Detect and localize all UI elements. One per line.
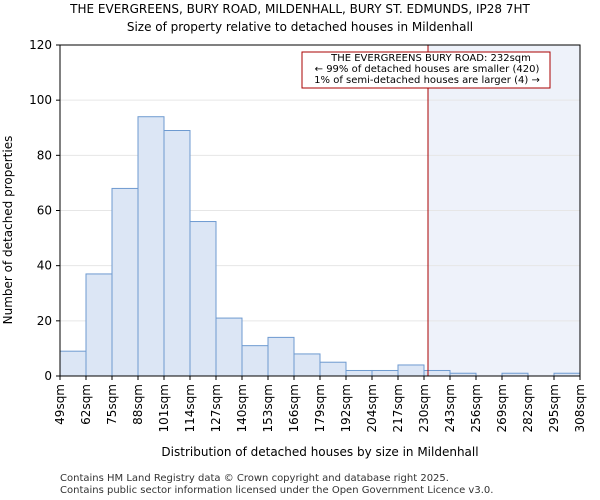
x-axis-label: Distribution of detached houses by size …	[161, 445, 478, 459]
marker-annotation: THE EVERGREENS BURY ROAD: 232sqm ← 99% o…	[301, 51, 551, 89]
x-tick-label: 88sqm	[131, 384, 145, 425]
x-tick-label: 230sqm	[417, 384, 431, 432]
x-tick-label: 256sqm	[469, 384, 483, 432]
x-tick-label: 127sqm	[209, 384, 223, 432]
y-tick-label: 60	[37, 204, 52, 218]
x-tick-label: 217sqm	[391, 384, 405, 432]
chart-subtitle: Size of property relative to detached ho…	[126, 20, 474, 34]
histogram-bar	[189, 221, 217, 377]
histogram-bar	[267, 336, 295, 377]
x-tick-label: 282sqm	[521, 384, 535, 432]
histogram-bar	[293, 353, 321, 377]
x-tick-label: 179sqm	[313, 384, 327, 432]
y-tick-label: 100	[29, 93, 52, 107]
histogram-bar	[397, 364, 425, 377]
x-tick-label: 101sqm	[157, 384, 171, 432]
annotation-line-2: ← 99% of detached houses are smaller (42…	[315, 64, 540, 75]
x-tick-label: 204sqm	[365, 384, 379, 432]
x-tick-label: 308sqm	[573, 384, 587, 432]
y-tick-label: 20	[37, 314, 52, 328]
x-tick-label: 166sqm	[287, 384, 301, 432]
histogram-bar	[241, 345, 269, 377]
histogram-bar	[137, 116, 165, 377]
annotation-line-3: 1% of semi-detached houses are larger (4…	[314, 75, 540, 86]
y-tick-label: 0	[44, 369, 52, 383]
annotation-box	[301, 51, 551, 89]
histogram-bar	[111, 187, 139, 377]
x-tick-label: 114sqm	[183, 384, 197, 432]
x-tick-label: 192sqm	[339, 384, 353, 432]
x-tick-label: 62sqm	[79, 384, 93, 425]
histogram-bar	[59, 350, 87, 377]
y-axis-label: Number of detached properties	[1, 136, 15, 325]
x-tick-label: 75sqm	[105, 384, 119, 425]
x-tick-label: 243sqm	[443, 384, 457, 432]
y-tick-label: 40	[37, 259, 52, 273]
footer-line-2: Contains public sector information licen…	[60, 485, 494, 496]
footer-line-1: Contains HM Land Registry data © Crown c…	[60, 473, 449, 484]
histogram-bar	[319, 361, 347, 377]
histogram-bar	[85, 273, 113, 377]
annotation-line-1: THE EVERGREENS BURY ROAD: 232sqm	[330, 53, 531, 64]
histogram-bar	[163, 130, 191, 377]
chart-title: THE EVERGREENS, BURY ROAD, MILDENHALL, B…	[70, 2, 530, 16]
histogram-bar	[371, 369, 399, 377]
x-tick-label: 269sqm	[495, 384, 509, 432]
histogram-bar	[215, 317, 243, 377]
x-tick-label: 49sqm	[53, 384, 67, 425]
x-tick-label: 295sqm	[547, 384, 561, 432]
x-tick-label: 140sqm	[235, 384, 249, 432]
x-tick-label: 153sqm	[261, 384, 275, 432]
y-tick-label: 120	[29, 38, 52, 52]
histogram-bar	[345, 369, 373, 377]
y-tick-label: 80	[37, 148, 52, 162]
